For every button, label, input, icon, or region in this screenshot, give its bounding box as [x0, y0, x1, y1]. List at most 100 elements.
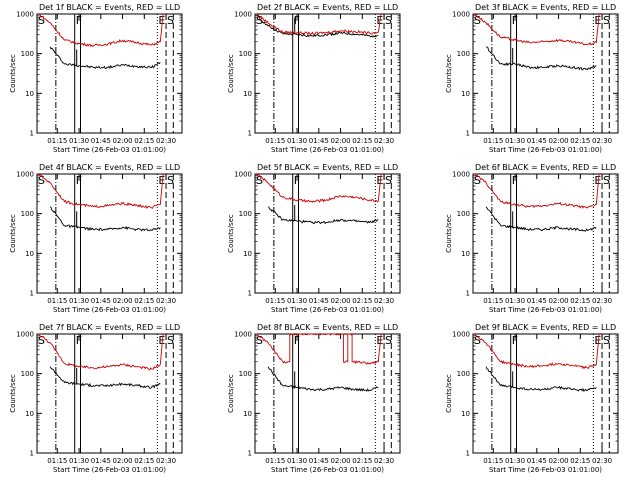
y-tick-label: 1	[466, 130, 470, 138]
y-tick-label: 1000	[452, 331, 470, 339]
x-tick-label: 02:30	[592, 457, 612, 465]
x-tick-label: 01:45	[309, 137, 329, 145]
x-tick-label: 01:45	[309, 297, 329, 305]
chart-title: Det 2f BLACK = Events, RED = LLD	[257, 3, 398, 12]
y-tick-label: 10	[243, 250, 252, 258]
event-marker: F	[512, 174, 518, 187]
x-tick-label: 01:45	[527, 137, 547, 145]
event-marker: E	[158, 174, 165, 187]
y-axis-label: Counts/sec	[227, 214, 235, 253]
x-tick-label: 02:30	[374, 457, 394, 465]
y-tick-label: 100	[21, 370, 34, 378]
y-axis-label: Counts/sec	[227, 374, 235, 413]
series-events-line	[267, 366, 379, 393]
plot-frame	[36, 333, 183, 454]
x-tick-label: 02:15	[134, 297, 154, 305]
y-tick-label: 10	[461, 250, 470, 258]
x-axis-label: Start Time (26-Feb-03 01:01:00)	[271, 306, 384, 314]
chart-panel: Det 2f BLACK = Events, RED = LLD 1 10 100 10…	[227, 3, 401, 154]
x-tick-label: 01:45	[527, 297, 547, 305]
y-tick-label: 1	[30, 130, 34, 138]
x-tick-label: 01:15	[47, 457, 67, 465]
chart-panel: Det 8f BLACK = Events, RED = LLD 1 10 100 10…	[227, 323, 401, 474]
y-tick-label: 1	[248, 130, 252, 138]
y-tick-label: 10	[461, 410, 470, 418]
x-tick-label: 02:15	[134, 457, 154, 465]
chart-title: Det 1f BLACK = Events, RED = LLD	[39, 3, 180, 12]
event-marker: E	[594, 174, 601, 187]
event-marker: S	[385, 14, 392, 27]
event-marker: S	[167, 334, 174, 347]
event-marker: S	[256, 174, 263, 187]
event-marker: S	[603, 14, 610, 27]
x-tick-label: 02:15	[570, 137, 590, 145]
x-tick-label: 02:15	[570, 297, 590, 305]
event-marker: F	[294, 334, 300, 347]
y-tick-label: 1000	[16, 331, 34, 339]
event-marker: S	[38, 334, 45, 347]
y-tick-label: 10	[25, 250, 34, 258]
y-tick-label: 1	[30, 290, 34, 298]
x-axis-label: Start Time (26-Feb-03 01:01:00)	[271, 146, 384, 154]
series-lld-line	[474, 13, 600, 46]
x-tick-label: 01:15	[265, 137, 285, 145]
x-tick-label: 02:00	[548, 297, 568, 305]
series-events-line	[49, 366, 161, 389]
x-axis-label: Start Time (26-Feb-03 01:01:00)	[489, 466, 602, 474]
series-lld-line	[474, 333, 600, 370]
x-tick-label: 02:30	[156, 457, 176, 465]
chart-panel: Det 4f BLACK = Events, RED = LLD 1 10 100 10…	[9, 163, 183, 314]
x-tick-label: 01:30	[505, 137, 525, 145]
event-marker: E	[158, 14, 165, 27]
x-tick-label: 01:30	[505, 297, 525, 305]
x-tick-label: 02:15	[352, 297, 372, 305]
x-tick-label: 01:30	[505, 457, 525, 465]
event-marker: E	[376, 174, 383, 187]
x-tick-label: 02:15	[352, 457, 372, 465]
y-axis-label: Counts/sec	[9, 214, 17, 253]
x-tick-label: 01:30	[287, 457, 307, 465]
plot-frame	[36, 13, 183, 134]
event-marker: S	[38, 14, 45, 27]
series-events-line	[49, 46, 161, 70]
event-marker: S	[474, 334, 481, 347]
x-tick-label: 01:45	[91, 137, 111, 145]
y-tick-label: 100	[457, 210, 470, 218]
y-tick-label: 10	[25, 90, 34, 98]
x-tick-label: 01:45	[309, 457, 329, 465]
y-tick-label: 100	[457, 370, 470, 378]
event-marker: E	[376, 334, 383, 347]
x-tick-label: 02:00	[112, 457, 132, 465]
series-events-line	[485, 46, 597, 71]
chart-panel: Det 5f BLACK = Events, RED = LLD 1 10 100 10…	[227, 163, 401, 314]
x-tick-label: 01:30	[69, 457, 89, 465]
x-tick-label: 01:30	[287, 297, 307, 305]
event-marker: S	[385, 334, 392, 347]
x-tick-label: 01:45	[91, 297, 111, 305]
x-tick-label: 02:00	[112, 137, 132, 145]
series-lld-line	[474, 173, 600, 209]
chart-panel: Det 7f BLACK = Events, RED = LLD 1 10 100 10…	[9, 323, 183, 474]
series-events-line	[485, 206, 597, 232]
x-tick-label: 01:30	[69, 137, 89, 145]
x-axis-label: Start Time (26-Feb-03 01:01:00)	[53, 146, 166, 154]
series-events-line	[256, 14, 379, 38]
plot-frame	[36, 173, 183, 294]
event-marker: F	[76, 14, 82, 27]
x-axis-label: Start Time (26-Feb-03 01:01:00)	[271, 466, 384, 474]
chart-title: Det 3f BLACK = Events, RED = LLD	[475, 3, 616, 12]
y-tick-label: 100	[239, 50, 252, 58]
y-tick-label: 1	[466, 290, 470, 298]
series-events-line	[485, 366, 597, 393]
event-marker: E	[594, 334, 601, 347]
x-axis-label: Start Time (26-Feb-03 01:01:00)	[53, 306, 166, 314]
y-axis-label: Counts/sec	[445, 54, 453, 93]
y-tick-label: 100	[457, 50, 470, 58]
x-tick-label: 02:00	[112, 297, 132, 305]
x-tick-label: 01:15	[265, 297, 285, 305]
y-axis-label: Counts/sec	[445, 214, 453, 253]
event-marker: S	[603, 174, 610, 187]
x-tick-label: 02:30	[374, 137, 394, 145]
event-marker: F	[512, 334, 518, 347]
